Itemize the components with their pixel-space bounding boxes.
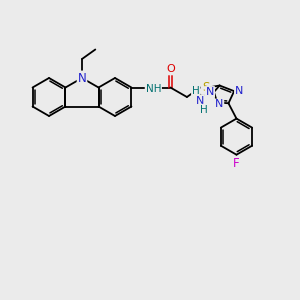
Text: S: S (202, 81, 209, 94)
Text: NH: NH (146, 83, 161, 94)
Text: N: N (78, 71, 86, 85)
Text: N: N (196, 96, 204, 106)
Text: F: F (233, 157, 240, 170)
Text: N: N (235, 86, 243, 96)
Text: N: N (206, 87, 214, 97)
Text: H: H (200, 105, 208, 115)
Text: N: N (215, 100, 224, 110)
Text: H: H (192, 86, 200, 96)
Text: O: O (166, 64, 175, 74)
